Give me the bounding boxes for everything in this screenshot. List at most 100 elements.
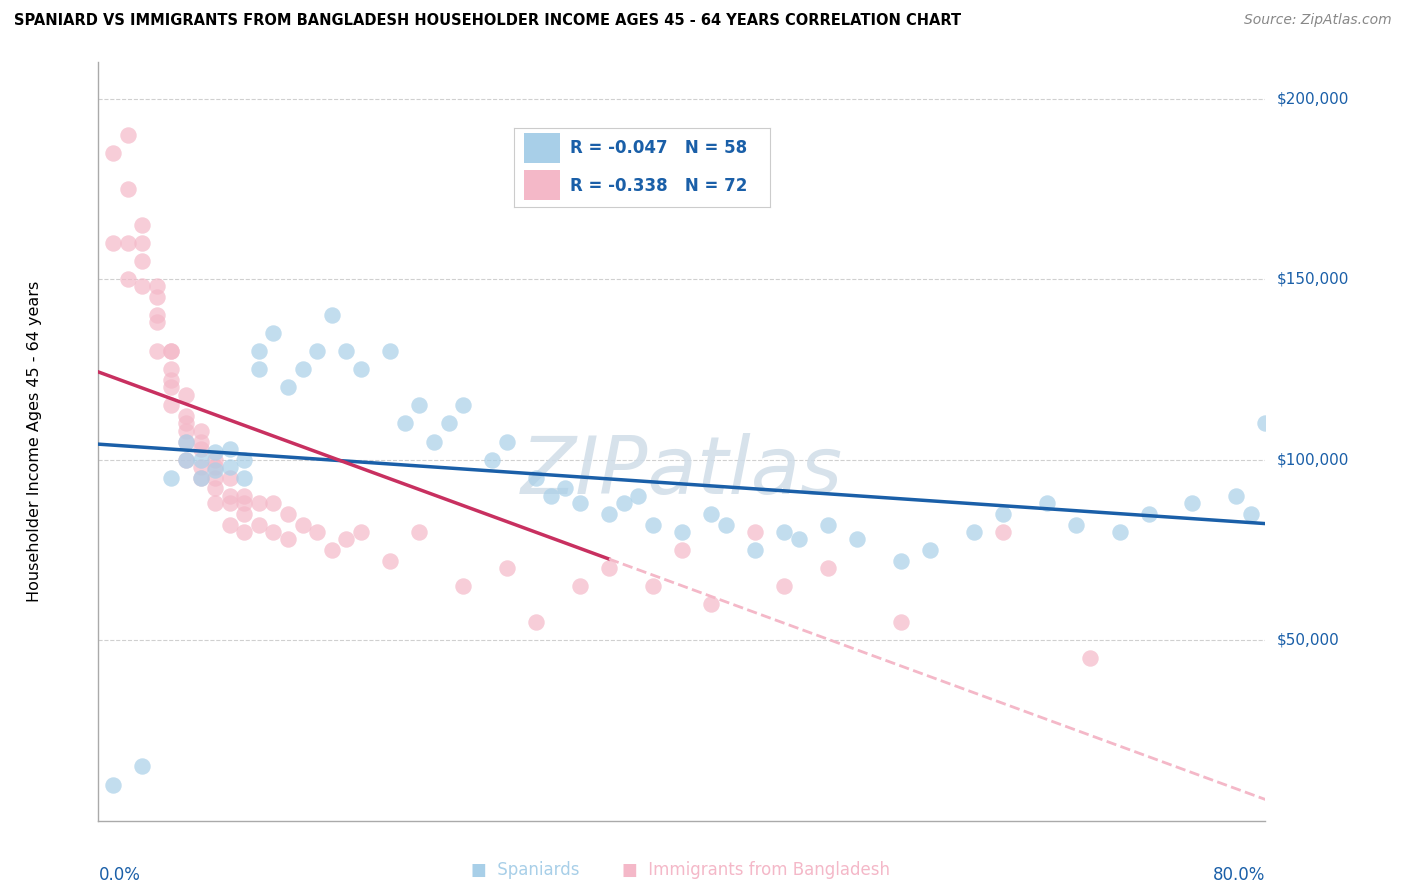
Point (204, 482, 226, 496)
Point (131, 235, 153, 250)
Point (101, 145, 124, 160)
Point (174, 409, 197, 424)
Point (773, 579, 796, 593)
Point (218, 470, 240, 484)
Text: Source: ZipAtlas.com: Source: ZipAtlas.com (1244, 13, 1392, 28)
Point (890, 554, 912, 568)
Point (218, 442, 240, 456)
Point (131, 254, 153, 268)
Point (380, 344, 402, 359)
Text: ■  Immigrants from Bangladesh: ■ Immigrants from Bangladesh (621, 861, 890, 879)
Point (554, 482, 576, 496)
Text: 0.0%: 0.0% (98, 866, 141, 884)
Point (627, 489, 650, 503)
Point (190, 434, 212, 449)
Point (451, 399, 474, 413)
Point (307, 344, 329, 359)
Point (1064, 517, 1087, 532)
Point (277, 507, 299, 521)
Point (146, 279, 169, 293)
Point (540, 489, 562, 503)
Point (190, 470, 212, 484)
Point (291, 517, 314, 532)
Point (918, 542, 941, 557)
Point (146, 308, 169, 322)
Point (846, 532, 869, 546)
Point (218, 517, 240, 532)
Point (1240, 507, 1263, 521)
Point (233, 489, 256, 503)
Point (233, 507, 256, 521)
Point (262, 524, 284, 539)
Text: $100,000: $100,000 (1277, 452, 1348, 467)
Point (714, 517, 737, 532)
Point (408, 524, 430, 539)
Point (204, 470, 226, 484)
Point (160, 380, 183, 394)
Point (277, 380, 299, 394)
Point (817, 517, 839, 532)
Text: Householder Income Ages 45 - 64 years: Householder Income Ages 45 - 64 years (27, 281, 42, 602)
Text: ■  Spaniards: ■ Spaniards (471, 861, 581, 879)
Point (146, 315, 169, 329)
Point (174, 452, 197, 467)
Point (146, 344, 169, 359)
Point (350, 362, 373, 376)
Point (991, 507, 1014, 521)
Point (218, 489, 240, 503)
Text: $150,000: $150,000 (1277, 271, 1348, 286)
Point (204, 445, 226, 459)
Text: ZIPatlas: ZIPatlas (520, 433, 844, 511)
Point (598, 561, 620, 575)
Point (641, 517, 664, 532)
Point (174, 387, 197, 401)
Point (612, 496, 634, 510)
Point (380, 554, 402, 568)
Point (1137, 507, 1160, 521)
Point (117, 128, 139, 142)
Point (890, 615, 912, 629)
Point (190, 459, 212, 474)
Point (174, 452, 197, 467)
Point (321, 308, 343, 322)
Text: $200,000: $200,000 (1277, 91, 1348, 106)
Point (991, 524, 1014, 539)
Point (131, 218, 153, 232)
Point (437, 417, 460, 431)
Point (174, 424, 197, 438)
Point (321, 542, 343, 557)
Point (247, 344, 270, 359)
Point (277, 532, 299, 546)
Point (1254, 417, 1277, 431)
Point (744, 524, 766, 539)
Point (101, 778, 124, 792)
Point (524, 615, 547, 629)
Point (291, 362, 314, 376)
Point (146, 290, 169, 304)
Point (700, 507, 723, 521)
Point (671, 524, 693, 539)
Point (160, 399, 183, 413)
Point (117, 235, 139, 250)
Point (671, 542, 693, 557)
Point (496, 561, 519, 575)
Point (160, 470, 183, 484)
Text: R = -0.338   N = 72: R = -0.338 N = 72 (569, 178, 747, 195)
Point (218, 496, 240, 510)
Point (160, 344, 183, 359)
Point (101, 235, 124, 250)
Point (451, 579, 474, 593)
Point (160, 373, 183, 387)
Point (1181, 496, 1204, 510)
Point (131, 279, 153, 293)
Point (1035, 496, 1057, 510)
Bar (524, 170, 560, 201)
Point (190, 452, 212, 467)
Point (408, 399, 430, 413)
Point (962, 524, 984, 539)
Point (131, 759, 153, 773)
Text: 80.0%: 80.0% (1213, 866, 1265, 884)
Point (335, 344, 357, 359)
Point (335, 532, 357, 546)
Point (481, 452, 503, 467)
